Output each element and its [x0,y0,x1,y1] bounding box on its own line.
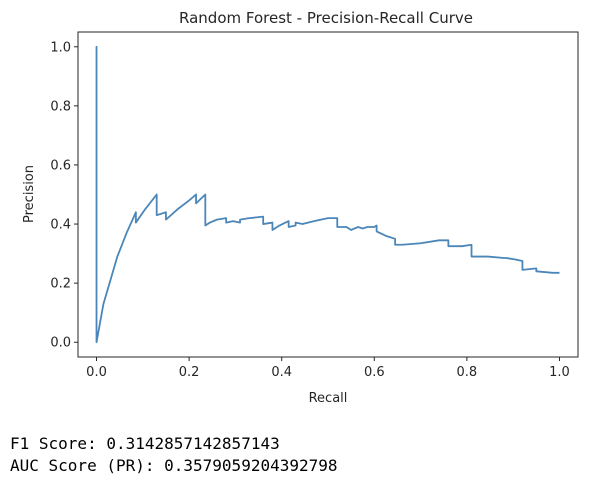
x-tick-label: 0.2 [179,365,200,380]
x-tick-label: 0.4 [271,365,292,380]
chart-title: Random Forest - Precision-Recall Curve [179,9,473,27]
x-axis: 0.0 0.2 0.4 0.6 0.8 1.0 [86,357,570,380]
plot-area [77,31,579,358]
y-axis: 0.0 0.2 0.4 0.6 0.8 1.0 [50,40,78,351]
x-axis-label: Recall [309,391,348,406]
y-tick-label: 0.0 [50,336,71,351]
f1-score-output: F1 Score: 0.3142857142857143 [10,434,280,453]
x-tick-label: 0.8 [457,365,478,380]
y-tick-label: 0.4 [50,218,71,233]
y-tick-label: 0.6 [50,158,71,173]
y-tick-label: 0.8 [50,99,71,114]
plot-frame [77,31,579,358]
x-tick-label: 0.6 [364,365,385,380]
pr-curve-line [95,45,560,344]
pr-curve-chart: Random Forest - Precision-Recall Curve 0… [22,9,579,406]
y-axis-label: Precision [22,165,37,223]
y-tick-label: 0.2 [50,277,71,292]
x-tick-label: 0.0 [86,365,107,380]
y-tick-label: 1.0 [50,40,71,55]
x-tick-label: 1.0 [549,365,570,380]
auc-score-output: AUC Score (PR): 0.3579059204392798 [10,456,338,475]
